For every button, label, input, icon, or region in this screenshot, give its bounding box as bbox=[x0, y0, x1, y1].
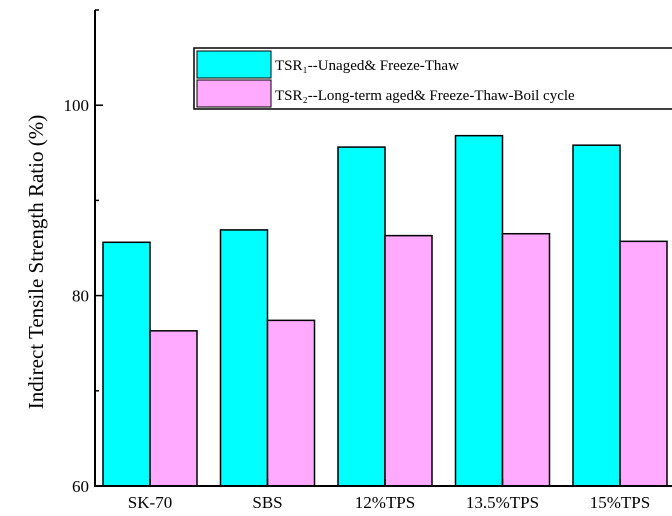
y-tick-label-100: 100 bbox=[64, 96, 90, 115]
axes-group bbox=[94, 10, 672, 487]
bar-13-5-tps-series-1 bbox=[454, 134, 504, 487]
legend: TSR₁--Unaged& Freeze-Thaw TSR₂--Long-ter… bbox=[193, 47, 672, 110]
x-tick-label-sbs: SBS bbox=[252, 493, 282, 512]
y-ticks-group: 60 80 100 bbox=[64, 9, 103, 496]
legend-box bbox=[193, 47, 672, 110]
x-ticks-group: SK-70 SBS 12%TPS 13.5%TPS 15%TPS bbox=[128, 479, 650, 512]
y-tick-label-60: 60 bbox=[72, 477, 89, 496]
bars-group bbox=[102, 134, 668, 487]
bar-12-tps-series-1 bbox=[337, 146, 386, 487]
bar-sbs-series-2 bbox=[266, 319, 316, 487]
bar-sbs-series-1 bbox=[219, 229, 269, 487]
bar-13-5-tps-series-2 bbox=[501, 232, 551, 487]
x-tick-label-12-tps: 12%TPS bbox=[355, 493, 415, 512]
x-tick-label-sk-70: SK-70 bbox=[128, 493, 172, 512]
bar-sk-70-series-2 bbox=[149, 330, 198, 487]
legend-label-series-2: TSR₂--Long-term aged& Freeze-Thaw-Boil c… bbox=[275, 88, 575, 104]
y-axis-title: Indirect Tensile Strength Ratio (%) bbox=[24, 115, 48, 409]
bar-12-tps-series-2 bbox=[384, 234, 433, 487]
bar-15-tps-series-1 bbox=[572, 144, 621, 487]
legend-swatch-series-2 bbox=[196, 79, 272, 108]
y-tick-label-80: 80 bbox=[72, 287, 89, 306]
x-tick-label-15-tps: 15%TPS bbox=[590, 493, 650, 512]
x-tick-label-13-5-tps: 13.5%TPS bbox=[466, 493, 539, 512]
legend-label-series-1: TSR₁--Unaged& Freeze-Thaw bbox=[275, 58, 459, 74]
legend-swatch-series-1 bbox=[196, 50, 272, 79]
bar-15-tps-series-2 bbox=[619, 240, 668, 487]
bar-sk-70-series-1 bbox=[102, 241, 151, 487]
